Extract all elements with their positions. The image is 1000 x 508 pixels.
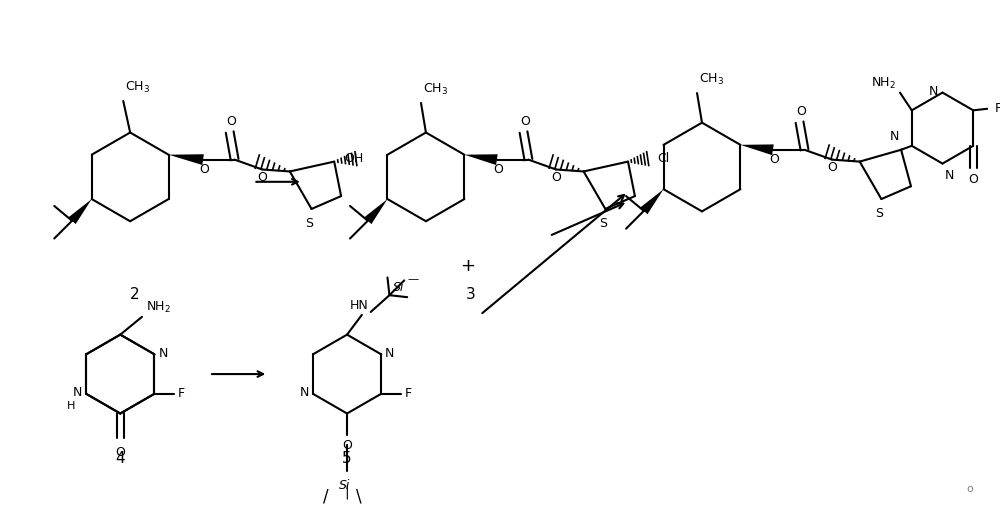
Text: —: — — [407, 274, 418, 284]
Text: O: O — [493, 163, 503, 176]
Text: F: F — [405, 387, 412, 400]
Polygon shape — [364, 199, 387, 224]
Text: o: o — [966, 484, 973, 494]
Text: O: O — [199, 163, 209, 176]
Text: OH: OH — [344, 152, 363, 165]
Text: F: F — [995, 102, 1000, 115]
Text: O: O — [827, 161, 837, 174]
Text: O: O — [521, 115, 530, 128]
Text: N: N — [385, 347, 395, 360]
Text: |: | — [345, 485, 349, 499]
Text: O: O — [797, 105, 806, 118]
Text: O: O — [257, 171, 267, 184]
Text: N: N — [890, 130, 899, 143]
Text: +: + — [460, 257, 475, 275]
Polygon shape — [68, 199, 92, 224]
Text: N: N — [944, 169, 954, 181]
Text: NH$_2$: NH$_2$ — [871, 76, 896, 90]
Text: Si: Si — [393, 281, 405, 294]
Text: N: N — [73, 386, 82, 399]
Text: 5: 5 — [342, 451, 352, 466]
Text: H: H — [67, 401, 76, 410]
Text: NH$_2$: NH$_2$ — [146, 300, 171, 315]
Text: \: \ — [356, 487, 362, 505]
Text: Cl: Cl — [658, 152, 670, 165]
Text: N: N — [300, 386, 309, 399]
Text: O: O — [551, 171, 561, 184]
Text: S: S — [599, 217, 607, 230]
Text: CH$_3$: CH$_3$ — [423, 82, 448, 97]
Text: 4: 4 — [115, 451, 125, 466]
Text: Si: Si — [339, 479, 351, 492]
Text: O: O — [227, 115, 237, 128]
Text: N: N — [158, 347, 168, 360]
Polygon shape — [640, 189, 664, 214]
Polygon shape — [169, 154, 204, 165]
Polygon shape — [740, 144, 774, 155]
Text: O: O — [115, 446, 125, 459]
Text: O: O — [342, 439, 352, 452]
Text: N: N — [929, 85, 939, 98]
Text: CH$_3$: CH$_3$ — [125, 80, 150, 95]
Text: 3: 3 — [465, 288, 475, 302]
Text: F: F — [178, 387, 185, 400]
Polygon shape — [464, 154, 498, 165]
Text: S: S — [306, 217, 314, 230]
Text: 2: 2 — [130, 288, 140, 302]
Text: /: / — [323, 487, 328, 505]
Text: HN: HN — [350, 299, 368, 312]
Text: O: O — [968, 173, 978, 186]
Text: S: S — [875, 207, 883, 220]
Text: O: O — [769, 153, 779, 166]
Text: CH$_3$: CH$_3$ — [699, 72, 724, 87]
